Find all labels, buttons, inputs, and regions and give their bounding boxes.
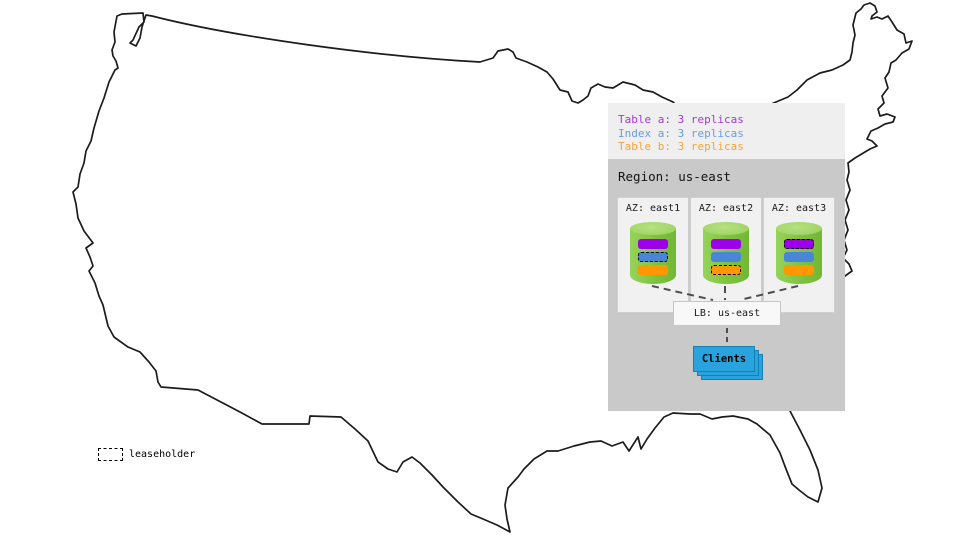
replica-bar-index-a bbox=[638, 252, 668, 262]
leaseholder-label: leaseholder bbox=[129, 449, 196, 460]
database-cylinder bbox=[776, 222, 822, 284]
load-balancer-box: LB: us-east bbox=[673, 301, 781, 326]
replica-bar-table-b bbox=[711, 265, 741, 275]
az-box-east2: AZ: east2 bbox=[690, 197, 762, 313]
az-label: AZ: east2 bbox=[698, 203, 754, 214]
az-label: AZ: east1 bbox=[625, 203, 681, 214]
load-balancer-label: LB: us-east bbox=[693, 308, 761, 319]
leaseholder-swatch-icon bbox=[98, 448, 123, 461]
database-cylinder bbox=[703, 222, 749, 284]
replica-bar-table-b bbox=[784, 265, 814, 275]
legend-index-a: Index a: 3 replicas bbox=[618, 126, 744, 140]
clients-stack: Clients bbox=[693, 346, 763, 380]
az-box-east3: AZ: east3 bbox=[763, 197, 835, 313]
replica-bar-table-b bbox=[638, 265, 668, 275]
replica-bar-table-a bbox=[638, 239, 668, 249]
replica-bar-table-a bbox=[711, 239, 741, 249]
legend-table-b: Table b: 3 replicas bbox=[618, 140, 744, 153]
replica-bar-index-a bbox=[784, 252, 814, 262]
az-box-east1: AZ: east1 bbox=[617, 197, 689, 313]
replica-bar-index-a bbox=[711, 252, 741, 262]
cylinder-top bbox=[776, 222, 822, 235]
leaseholder-legend: leaseholder bbox=[98, 448, 195, 461]
replica-legend-panel: Table a: 3 replicas Index a: 3 replicas … bbox=[608, 103, 845, 159]
replica-bar-table-a bbox=[784, 239, 814, 249]
region-title: Region: us-east bbox=[618, 169, 731, 184]
database-cylinder bbox=[630, 222, 676, 284]
clients-box: Clients bbox=[693, 346, 755, 372]
cylinder-top bbox=[703, 222, 749, 235]
az-label: AZ: east3 bbox=[771, 203, 827, 214]
cylinder-top bbox=[630, 222, 676, 235]
legend-table-a: Table a: 3 replicas bbox=[618, 113, 744, 126]
